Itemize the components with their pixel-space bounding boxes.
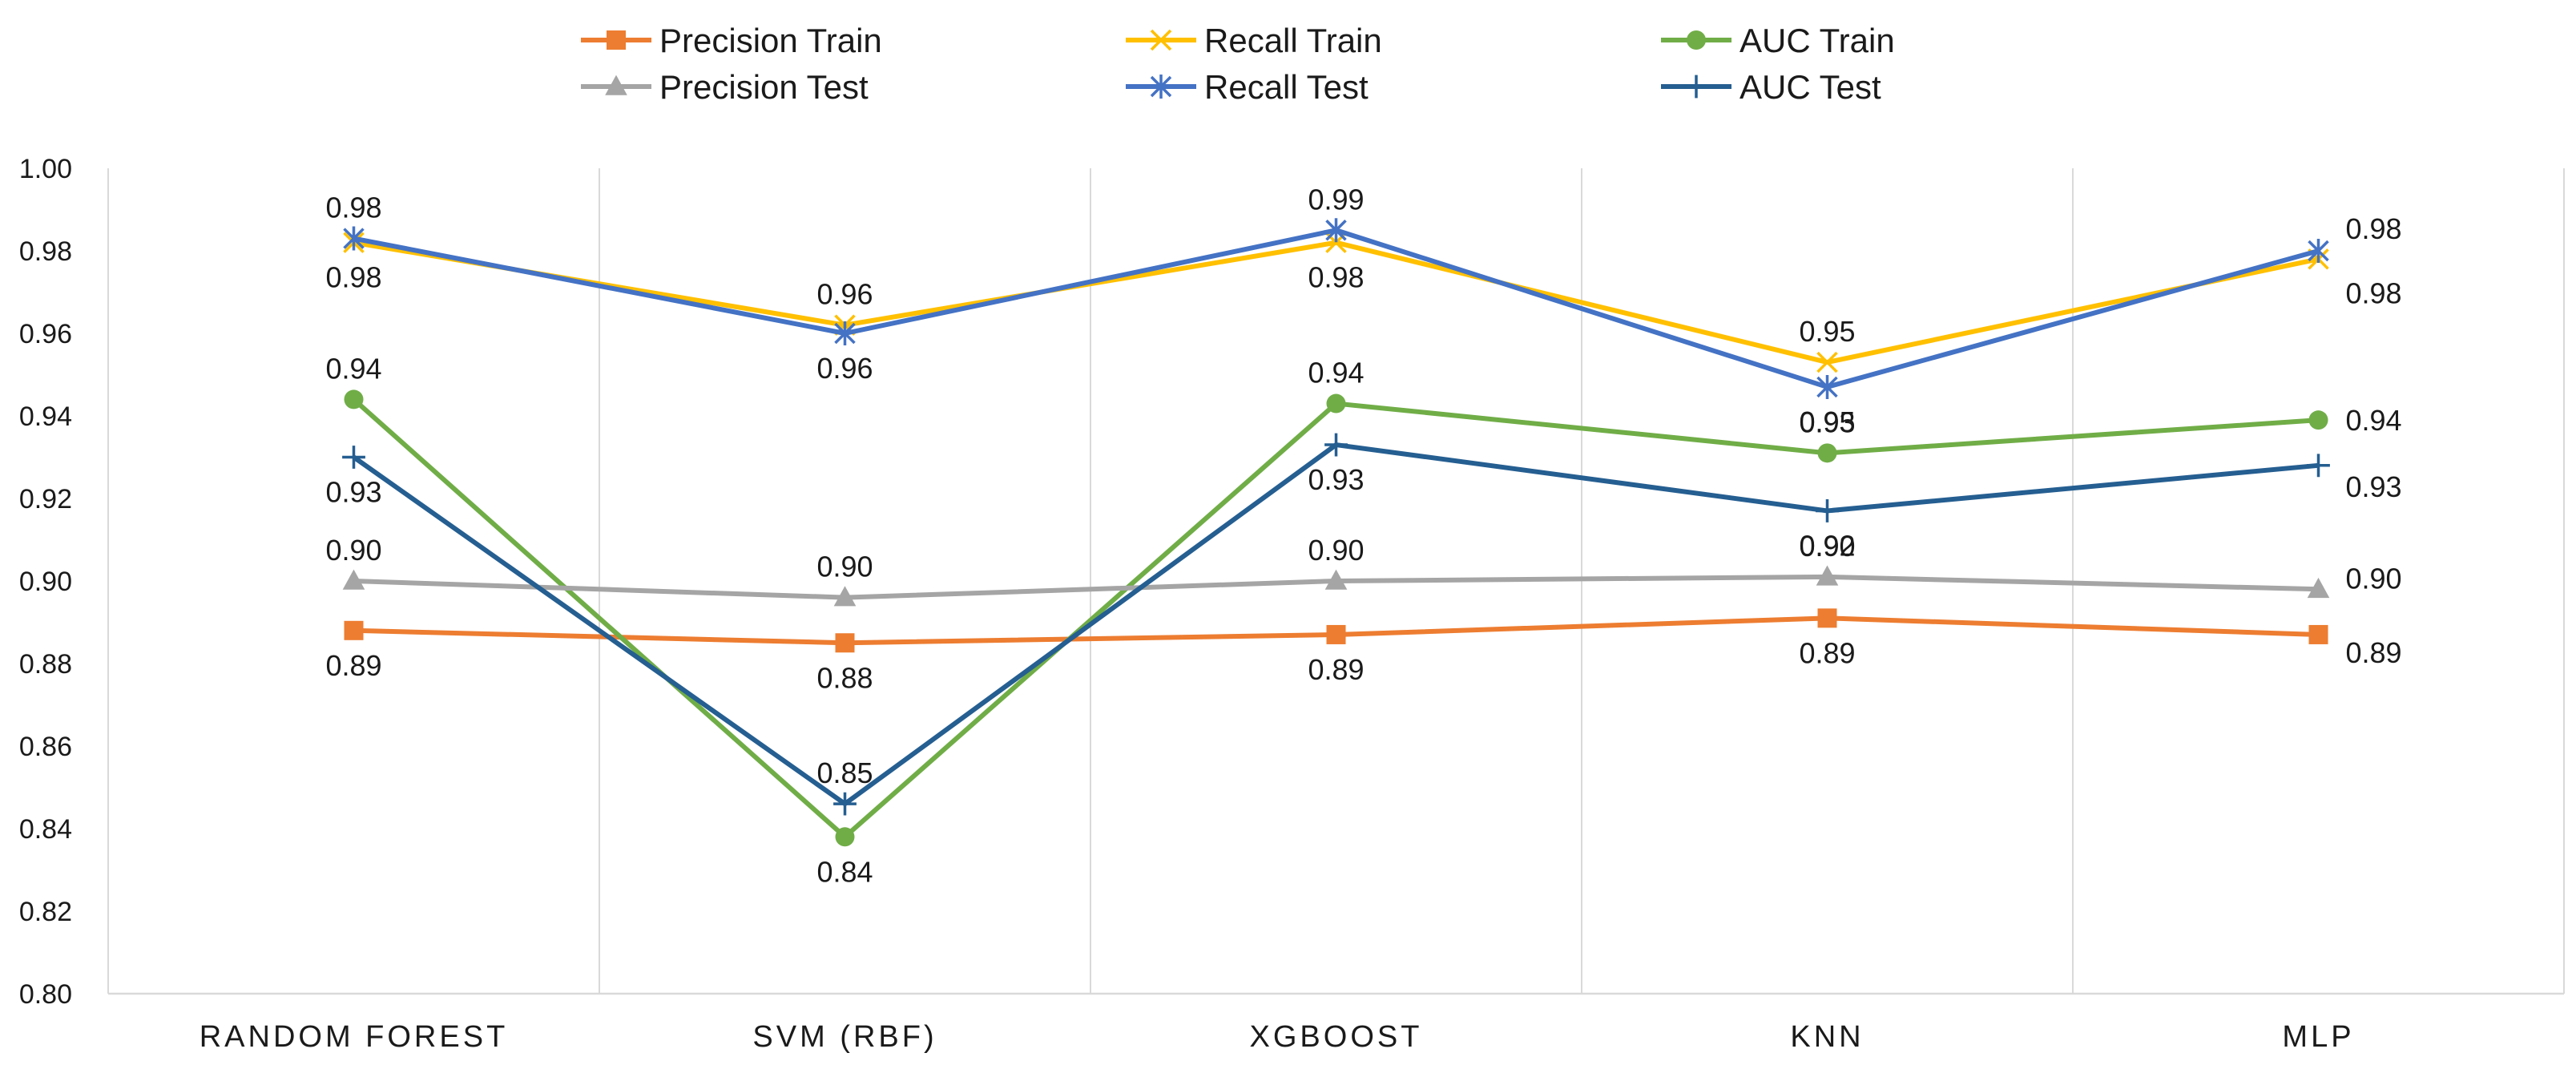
x-tick-label: XGBOOST — [1250, 1020, 1423, 1054]
y-tick-label: 0.98 — [19, 236, 72, 267]
precision-test-data-label: 0.90 — [1799, 530, 1855, 563]
recall-test-data-label: 0.98 — [325, 192, 381, 224]
auc-train-point — [1817, 443, 1837, 463]
x-tick-label: RANDOM FOREST — [200, 1020, 509, 1054]
legend-marker-icon — [1150, 29, 1172, 51]
precision-train-data-label: 0.89 — [1799, 636, 1855, 669]
auc-train-point — [344, 389, 364, 409]
legend-label: AUC Train — [1740, 22, 1895, 59]
recall-test-data-label: 0.99 — [1308, 183, 1364, 216]
precision-train-data-label: 0.89 — [2346, 636, 2402, 669]
precision-test-data-label: 0.90 — [325, 534, 381, 567]
precision-test-data-label: 0.90 — [816, 551, 873, 583]
recall-train-point — [1816, 351, 1838, 373]
recall-test-point — [834, 321, 856, 345]
recall-test-data-label: 0.98 — [2346, 212, 2402, 245]
legend-item-precision-test: Precision Test — [581, 68, 869, 106]
legend-label: AUC Test — [1740, 68, 1881, 106]
recall-train-data-label: 0.95 — [1799, 315, 1855, 348]
precision-test-point — [2307, 577, 2330, 599]
precision-test-point — [1324, 569, 1348, 590]
y-tick-label: 1.00 — [19, 154, 72, 184]
legend-marker-icon — [1150, 75, 1172, 99]
legend-marker-icon — [607, 30, 626, 50]
axes: 0.800.820.840.860.880.900.920.940.960.98… — [19, 154, 2564, 1054]
legend-item-auc-train: AUC Train — [1661, 22, 1895, 59]
precision-test-point — [1816, 565, 1839, 586]
legend-item-recall-test: Recall Test — [1126, 68, 1369, 106]
precision-train-point — [835, 633, 855, 653]
auc-train-point — [835, 827, 855, 847]
y-tick-label: 0.92 — [19, 484, 72, 514]
y-tick-label: 0.86 — [19, 732, 72, 762]
precision-train-data-label: 0.89 — [325, 649, 381, 682]
recall-test-point — [1325, 218, 1347, 243]
y-tick-label: 0.82 — [19, 897, 72, 927]
recall-train-data-label: 0.98 — [325, 261, 381, 294]
recall-test-data-label: 0.96 — [816, 352, 873, 385]
legend-label: Precision Test — [659, 68, 869, 106]
auc-train-data-label: 0.94 — [325, 352, 381, 385]
auc-train-point — [1326, 393, 1346, 413]
auc-train-data-label: 0.94 — [1308, 357, 1364, 389]
auc-test-data-label: 0.93 — [1308, 463, 1364, 496]
recall-train-data-label: 0.98 — [2346, 276, 2402, 309]
auc-test-data-label: 0.93 — [325, 476, 381, 509]
legend-marker-icon — [1684, 75, 1708, 99]
legend-label: Precision Train — [659, 22, 882, 59]
y-tick-label: 0.88 — [19, 649, 72, 680]
recall-test-point — [343, 226, 365, 251]
x-tick-label: MLP — [2282, 1020, 2354, 1054]
legend-marker-icon — [605, 75, 627, 95]
legend-marker-icon — [1687, 30, 1706, 50]
precision-test-data-label: 0.90 — [2346, 562, 2402, 595]
auc-test-point — [2307, 454, 2330, 478]
legend-label: Recall Test — [1204, 68, 1369, 106]
legend-item-precision-train: Precision Train — [581, 22, 882, 59]
auc-test-data-label: 0.93 — [2346, 470, 2402, 503]
auc-test-point — [1816, 499, 1839, 522]
x-tick-label: SVM (RBF) — [752, 1020, 937, 1054]
legend-label: Recall Train — [1204, 22, 1382, 59]
precision-train-point — [344, 620, 364, 640]
auc-train-data-label: 0.94 — [2346, 404, 2402, 437]
x-tick-label: KNN — [1790, 1020, 1864, 1054]
y-tick-label: 0.90 — [19, 567, 72, 597]
precision-test-point — [342, 569, 365, 590]
precision-train-data-label: 0.89 — [1308, 653, 1364, 686]
precision-train-data-label: 0.88 — [816, 661, 873, 694]
precision-test-point — [833, 586, 857, 607]
auc-test-point — [833, 792, 857, 816]
auc-test-data-label: 0.92 — [1799, 529, 1855, 562]
data-labels: 0.89 0.88 0.89 0.89 0.89 0.98 0.96 0.98 0.95 0.98… — [325, 183, 2401, 888]
auc-test-point — [1324, 433, 1348, 457]
auc-test-point — [342, 446, 365, 469]
legend-item-recall-train: Recall Train — [1126, 22, 1382, 59]
recall-test-point — [1816, 374, 1838, 399]
auc-train-point — [2308, 410, 2328, 430]
precision-test-data-label: 0.90 — [1308, 534, 1364, 567]
y-tick-label: 0.94 — [19, 401, 72, 432]
legend: Precision Train Recall Train AUC Train Prec… — [581, 22, 1895, 106]
series-group — [342, 218, 2330, 847]
y-tick-label: 0.80 — [19, 979, 72, 1010]
recall-train-data-label: 0.98 — [1308, 261, 1364, 294]
auc-train-data-label: 0.84 — [816, 855, 873, 888]
precision-train-point — [1326, 624, 1346, 644]
auc-train-data-label: 0.93 — [1799, 405, 1855, 438]
y-tick-label: 0.96 — [19, 319, 72, 349]
recall-train-data-label: 0.96 — [816, 278, 873, 311]
y-tick-label: 0.84 — [19, 814, 72, 845]
legend-item-auc-test: AUC Test — [1661, 68, 1881, 106]
auc-test-data-label: 0.85 — [816, 756, 873, 789]
recall-test-data-label: 0.95 — [1799, 405, 1855, 438]
recall-test-point — [2308, 239, 2329, 263]
precision-train-point — [2308, 624, 2328, 644]
precision-train-point — [1817, 608, 1837, 628]
